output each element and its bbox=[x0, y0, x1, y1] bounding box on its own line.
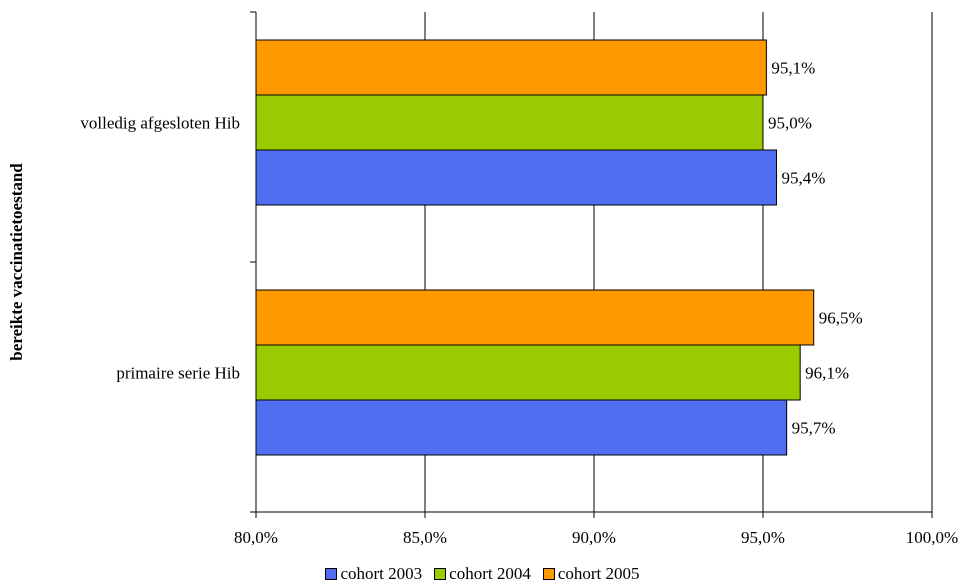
x-axis-tick-labels: 80,0% 85,0% 90,0% 95,0% 100,0% bbox=[234, 528, 958, 547]
category-label: primaire serie Hib bbox=[116, 364, 240, 383]
bar-value-label: 95,4% bbox=[782, 169, 826, 188]
legend-swatch bbox=[434, 568, 447, 580]
chart-value-labels: 95,1% 95,0% 95,4% 96,5% 96,1% 95,7% bbox=[768, 59, 863, 438]
bar-value-label: 95,7% bbox=[792, 419, 836, 438]
legend-item: cohort 2004 bbox=[434, 564, 531, 584]
x-tick-label: 80,0% bbox=[234, 528, 278, 547]
bar-value-label: 96,1% bbox=[805, 364, 849, 383]
bar bbox=[255, 94, 764, 151]
bar-value-label: 95,0% bbox=[768, 114, 812, 133]
legend-item: cohort 2005 bbox=[542, 564, 640, 584]
x-tick-label: 100,0% bbox=[906, 528, 958, 547]
legend-label: cohort 2004 bbox=[449, 564, 531, 583]
legend-item: cohort 2003 bbox=[325, 564, 422, 584]
bar bbox=[255, 289, 815, 346]
legend-label: cohort 2003 bbox=[340, 564, 423, 583]
x-tick-label: 95,0% bbox=[741, 528, 785, 547]
bar-value-label: 96,5% bbox=[819, 309, 863, 328]
bar-chart: 95,1% 95,0% 95,4% 96,5% 96,1% 95,7% 80,0% 85,0… bbox=[7, 11, 958, 547]
category-label: volledig afgesloten Hib bbox=[80, 114, 240, 133]
y-axis-title: bereikte vaccinatietoestand bbox=[7, 163, 26, 361]
chart-bars bbox=[255, 39, 815, 456]
x-tick-label: 90,0% bbox=[572, 528, 616, 547]
chart-legend: cohort 2003 cohort 2004 cohort 2005 bbox=[0, 563, 965, 585]
bar bbox=[255, 149, 778, 206]
legend-swatch bbox=[325, 568, 338, 580]
bar bbox=[255, 39, 767, 96]
x-tick-label: 85,0% bbox=[403, 528, 447, 547]
legend-label: cohort 2005 bbox=[557, 564, 640, 583]
chart-axes bbox=[250, 11, 933, 518]
bar bbox=[255, 344, 801, 401]
legend-swatch bbox=[542, 568, 555, 580]
bar-value-label: 95,1% bbox=[771, 59, 815, 78]
y-axis-category-labels: volledig afgesloten Hib primaire serie Hi… bbox=[80, 114, 240, 383]
bar bbox=[255, 399, 788, 456]
